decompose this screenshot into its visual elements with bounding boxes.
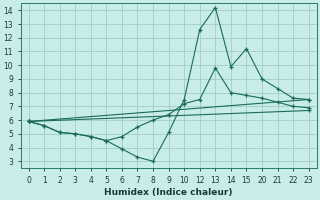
X-axis label: Humidex (Indice chaleur): Humidex (Indice chaleur) bbox=[104, 188, 233, 197]
